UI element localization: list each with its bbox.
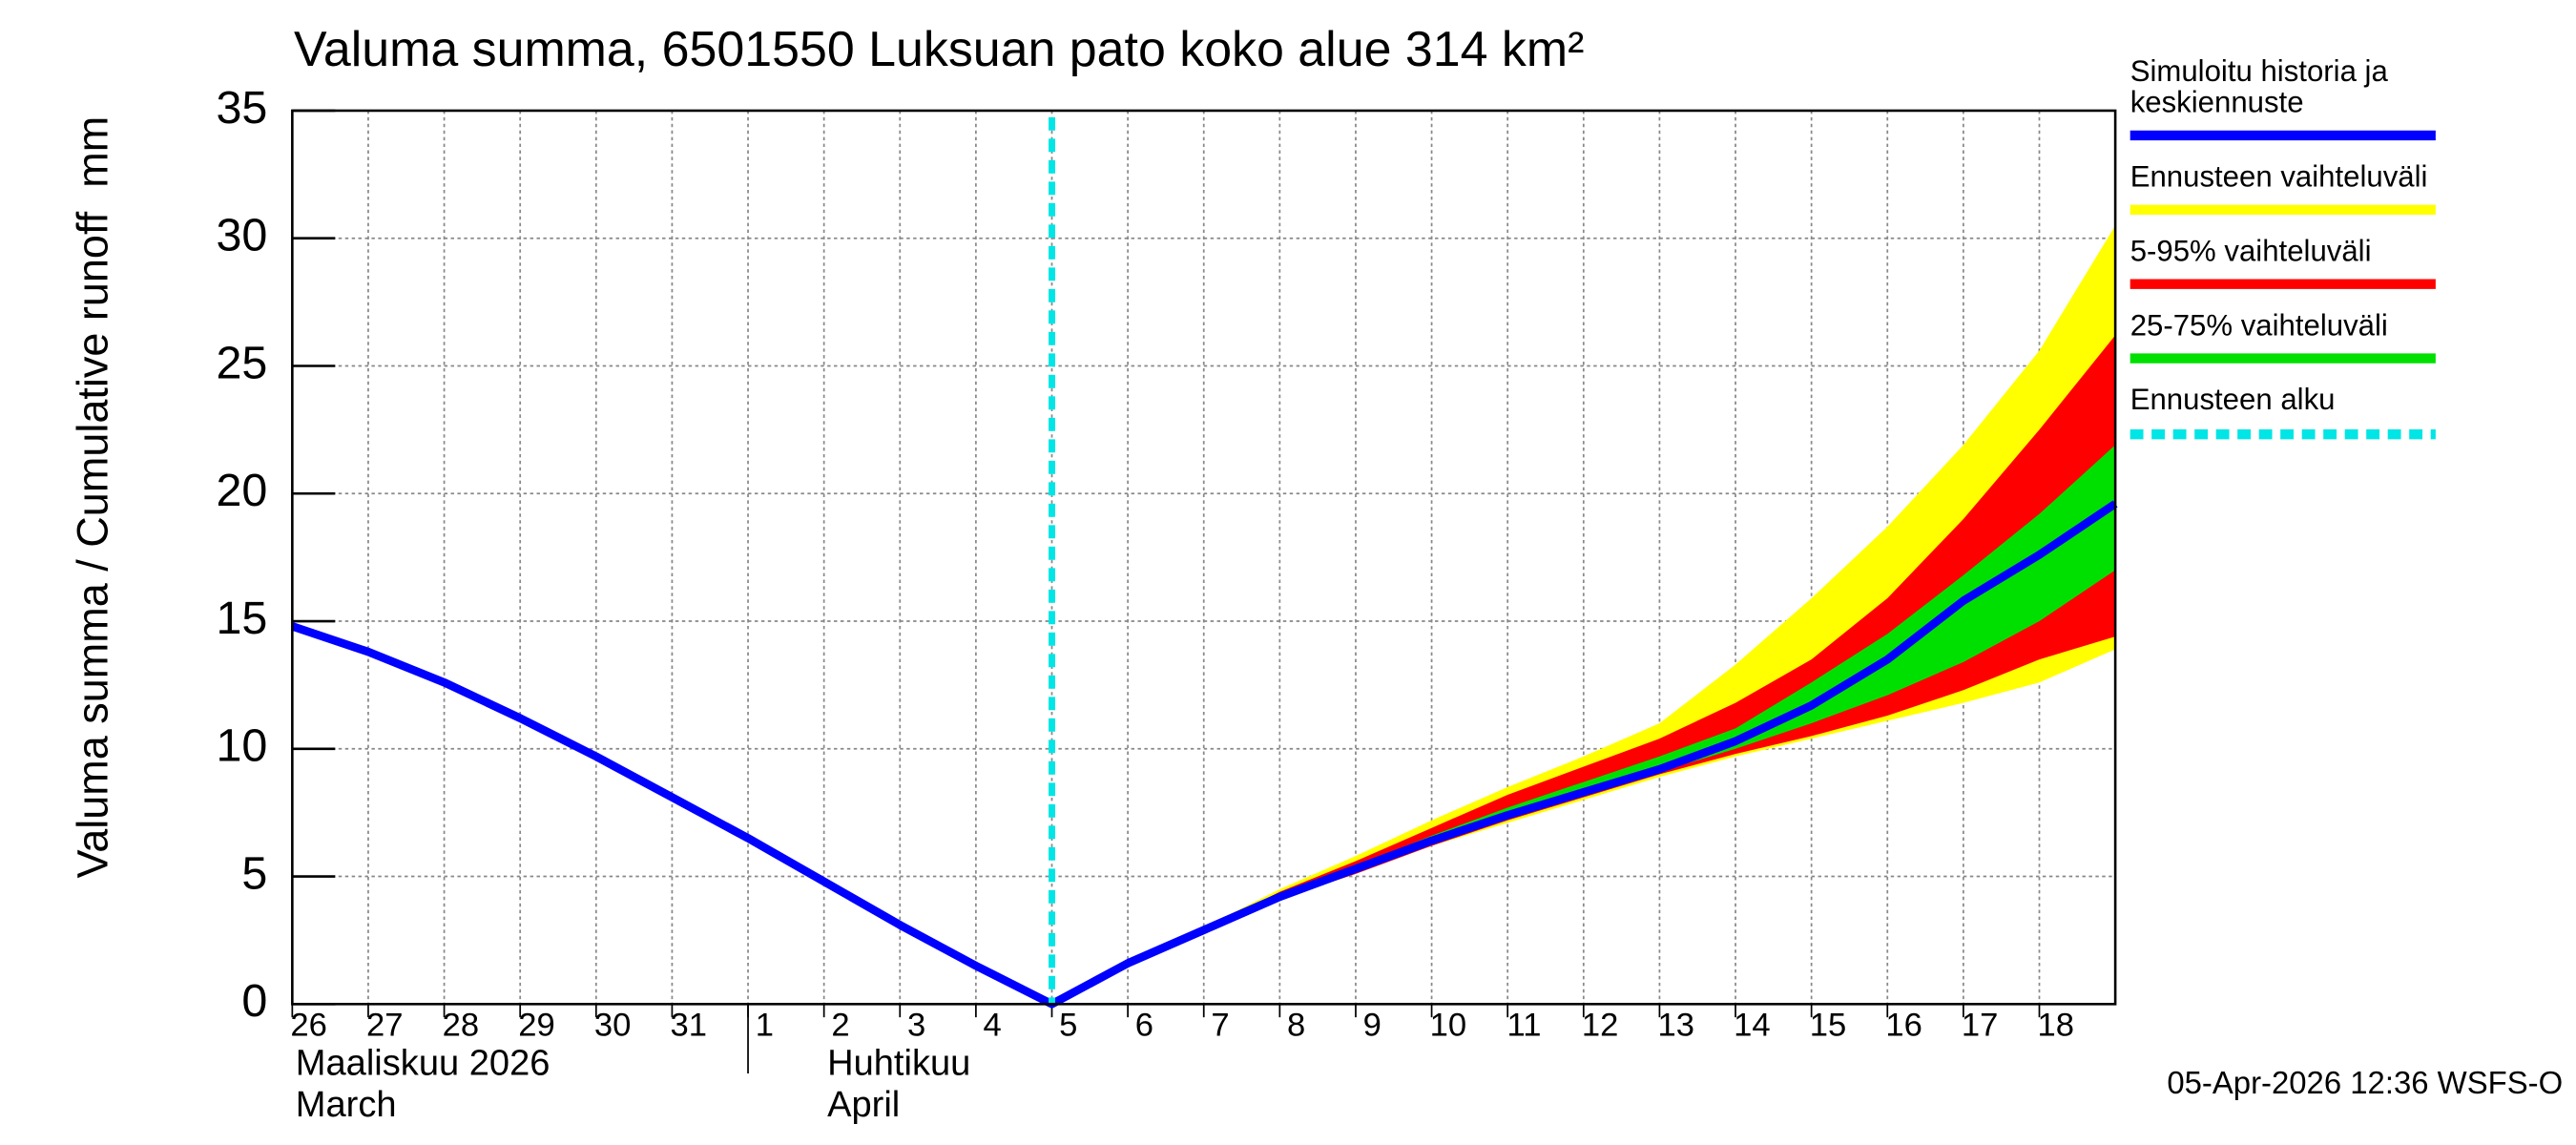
x-tick-label: 10 (1430, 1008, 1466, 1044)
x-tick-label: 26 (290, 1008, 326, 1044)
legend-label: Ennusteen vaihteluväli (2129, 161, 2428, 194)
y-tick-label: 20 (216, 465, 267, 516)
x-tick-label: 2 (831, 1008, 849, 1044)
x-tick-label: 9 (1363, 1008, 1381, 1044)
chart-title: Valuma summa, 6501550 Luksuan pato koko … (294, 22, 1584, 77)
x-tick-label: 30 (594, 1008, 631, 1044)
x-tick-label: 5 (1059, 1008, 1077, 1044)
x-tick-label: 4 (984, 1008, 1002, 1044)
legend-entry: Ennusteen alku (2129, 385, 2336, 417)
x-tick-label: 16 (1885, 1008, 1922, 1044)
month-label-en: April (827, 1085, 900, 1125)
x-tick-label: 28 (443, 1008, 479, 1044)
x-tick-label: 6 (1135, 1008, 1153, 1044)
legend-label: Ennusteen alku (2129, 385, 2336, 417)
legend-entry: Ennusteen vaihteluväli (2129, 161, 2428, 194)
x-tick-label: 31 (670, 1008, 706, 1044)
x-tick-label: 13 (1657, 1008, 1694, 1044)
y-tick-label: 5 (241, 847, 267, 899)
x-tick-label: 12 (1582, 1008, 1618, 1044)
x-tick-label: 29 (518, 1008, 554, 1044)
y-tick-label: 25 (216, 337, 267, 388)
x-tick-label: 17 (1962, 1008, 1998, 1044)
y-tick-label: 10 (216, 720, 267, 772)
legend-label: 5-95% vaihteluväli (2129, 236, 2372, 268)
y-tick-label: 15 (216, 593, 267, 644)
x-tick-label: 14 (1734, 1008, 1770, 1044)
y-axis-unit: mm (68, 116, 116, 188)
x-tick-label: 11 (1507, 1008, 1542, 1044)
month-label: Huhtikuu (827, 1044, 970, 1084)
y-tick-label: 30 (216, 210, 267, 261)
legend-label: Simuloitu historia ja keskiennuste (2129, 55, 2388, 119)
legend-entry: 25-75% vaihteluväli (2129, 310, 2388, 343)
x-tick-label: 8 (1287, 1008, 1305, 1044)
legend-entry: 5-95% vaihteluväli (2129, 236, 2372, 268)
y-tick-label: 35 (216, 82, 267, 134)
month-label-en: March (296, 1085, 397, 1125)
x-tick-label: 15 (1810, 1008, 1846, 1044)
month-label: Maaliskuu 2026 (296, 1044, 551, 1084)
footer: 05-Apr-2026 12:36 WSFS-O (2167, 1065, 2563, 1100)
plot-frame (291, 109, 2117, 1006)
x-tick-label: 1 (756, 1008, 774, 1044)
y-axis-label: Valuma summa / Cumulative runoff (68, 211, 116, 878)
x-tick-label: 27 (366, 1008, 403, 1044)
mean-line (290, 500, 2118, 1009)
legend-entry: Simuloitu historia ja keskiennuste (2129, 55, 2388, 119)
x-tick-label: 3 (907, 1008, 925, 1044)
x-tick-label: 7 (1211, 1008, 1229, 1044)
x-tick-label: 18 (2038, 1008, 2074, 1044)
y-tick-label: 0 (241, 975, 267, 1027)
legend-label: 25-75% vaihteluväli (2129, 310, 2388, 343)
